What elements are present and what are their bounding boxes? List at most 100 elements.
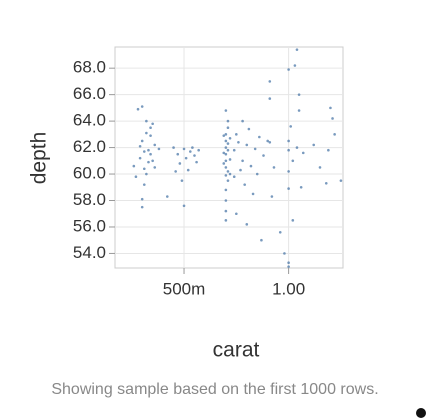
point bbox=[140, 105, 144, 108]
point bbox=[136, 107, 140, 111]
point bbox=[324, 182, 328, 185]
point bbox=[339, 179, 343, 182]
point bbox=[228, 172, 232, 176]
point bbox=[232, 175, 236, 178]
point bbox=[283, 252, 286, 255]
point bbox=[149, 134, 152, 137]
point bbox=[260, 238, 263, 242]
point bbox=[142, 150, 146, 153]
point bbox=[222, 162, 226, 165]
point bbox=[241, 159, 244, 163]
point bbox=[145, 172, 148, 176]
point bbox=[165, 195, 169, 198]
status-dot bbox=[416, 408, 426, 418]
point bbox=[245, 143, 249, 147]
point bbox=[262, 154, 265, 157]
point bbox=[331, 117, 334, 120]
point bbox=[224, 174, 228, 177]
point bbox=[147, 160, 150, 164]
y-tick-label: 60.0 bbox=[73, 164, 106, 183]
point bbox=[226, 119, 230, 123]
y-tick-label: 62.0 bbox=[73, 137, 106, 156]
point bbox=[153, 166, 157, 169]
point bbox=[184, 156, 188, 160]
footnote: Showing sample based on the first 1000 r… bbox=[51, 381, 378, 398]
point bbox=[295, 146, 299, 149]
point bbox=[226, 126, 230, 130]
point bbox=[191, 146, 194, 149]
point bbox=[245, 223, 249, 226]
point bbox=[318, 166, 322, 169]
point bbox=[270, 195, 274, 198]
point bbox=[153, 143, 157, 147]
point bbox=[301, 151, 305, 155]
point bbox=[149, 152, 152, 156]
point bbox=[287, 187, 290, 190]
point bbox=[253, 147, 257, 151]
point bbox=[151, 122, 154, 126]
points bbox=[132, 48, 343, 268]
point bbox=[224, 209, 228, 213]
point bbox=[312, 143, 316, 147]
point bbox=[138, 156, 142, 160]
point bbox=[226, 170, 230, 173]
point bbox=[174, 170, 177, 173]
point bbox=[172, 146, 175, 149]
point bbox=[239, 168, 242, 172]
point bbox=[287, 139, 290, 143]
point bbox=[186, 168, 190, 172]
point bbox=[224, 159, 228, 163]
point bbox=[197, 148, 200, 152]
point bbox=[222, 134, 226, 137]
point bbox=[222, 151, 226, 155]
point bbox=[297, 93, 301, 96]
point bbox=[251, 192, 255, 196]
point bbox=[224, 146, 228, 149]
point bbox=[182, 204, 186, 208]
point bbox=[226, 142, 230, 145]
point bbox=[178, 162, 182, 165]
point bbox=[224, 219, 228, 222]
point bbox=[287, 265, 290, 268]
point bbox=[140, 205, 144, 209]
point bbox=[224, 188, 228, 192]
plot-frame bbox=[114, 46, 344, 269]
point bbox=[287, 148, 290, 152]
point bbox=[291, 159, 295, 163]
point bbox=[241, 119, 244, 123]
point bbox=[266, 139, 269, 143]
point bbox=[226, 148, 230, 152]
point bbox=[142, 183, 146, 186]
point bbox=[249, 164, 253, 168]
point bbox=[329, 106, 332, 110]
point bbox=[189, 150, 192, 153]
point bbox=[287, 261, 290, 265]
point bbox=[193, 154, 196, 157]
x-tick-label: 1.00 bbox=[272, 279, 305, 298]
point bbox=[140, 139, 144, 143]
x-axis-title: carat bbox=[213, 339, 260, 362]
point bbox=[299, 185, 303, 189]
point bbox=[268, 140, 272, 144]
point bbox=[235, 133, 238, 136]
point bbox=[134, 175, 138, 178]
point bbox=[224, 139, 228, 143]
y-axis-title: depth bbox=[28, 132, 51, 185]
point bbox=[295, 48, 299, 51]
point bbox=[195, 160, 198, 164]
point bbox=[293, 64, 297, 67]
point bbox=[327, 148, 330, 152]
y-tick-label: 54.0 bbox=[73, 243, 106, 262]
point bbox=[157, 147, 161, 151]
point bbox=[297, 109, 301, 112]
point bbox=[224, 166, 228, 169]
point bbox=[182, 147, 186, 151]
point bbox=[237, 140, 240, 144]
point bbox=[278, 230, 282, 234]
y-tick-label: 56.0 bbox=[73, 216, 106, 235]
point bbox=[333, 133, 336, 136]
y-tick-label: 68.0 bbox=[73, 58, 106, 77]
point bbox=[145, 119, 148, 123]
point bbox=[180, 179, 184, 182]
